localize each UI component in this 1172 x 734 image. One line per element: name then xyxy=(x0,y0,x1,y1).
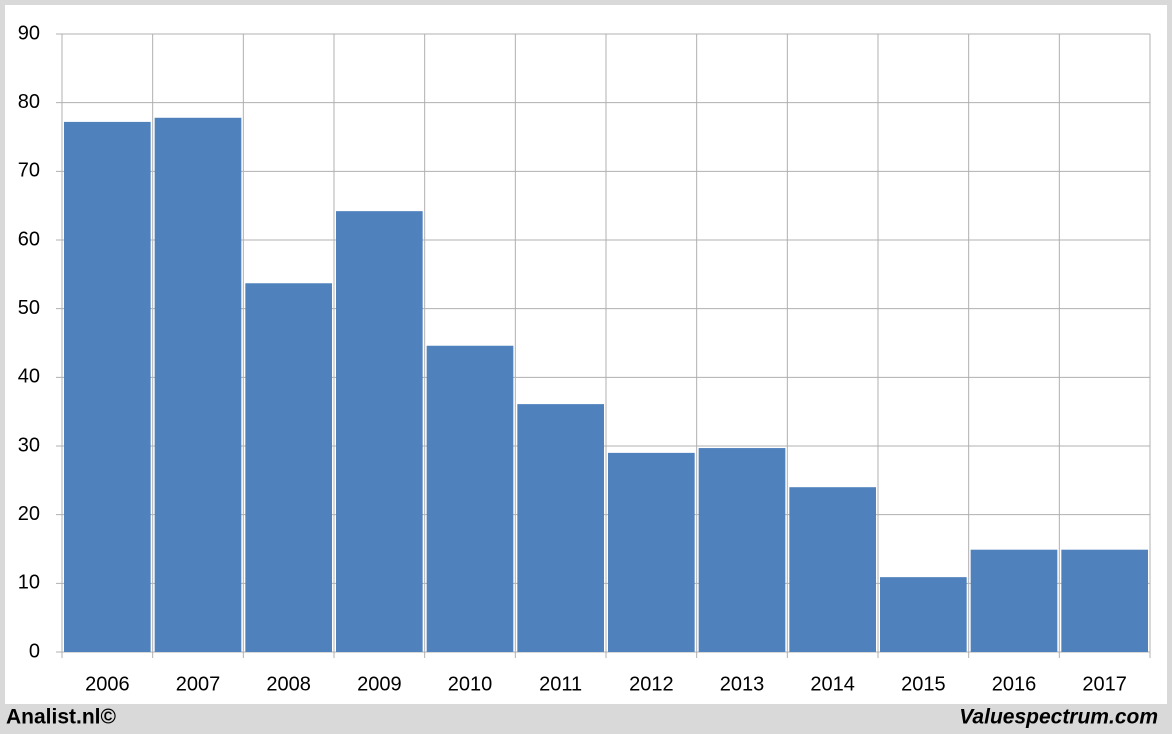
y-tick-label: 20 xyxy=(18,503,40,525)
x-tick-label: 2010 xyxy=(448,673,493,695)
bar xyxy=(245,283,332,652)
y-tick-label: 90 xyxy=(18,22,40,44)
bar xyxy=(154,117,242,653)
bar xyxy=(789,487,876,652)
footer-left: Analist.nl© xyxy=(6,706,117,729)
y-tick-label: 40 xyxy=(18,366,40,388)
y-tick-label: 80 xyxy=(18,91,40,113)
y-tick-label: 60 xyxy=(18,228,40,250)
y-tick-label: 70 xyxy=(18,160,40,182)
x-tick-label: 2009 xyxy=(357,673,402,695)
bar xyxy=(1061,549,1148,652)
y-tick-label: 0 xyxy=(29,640,40,662)
y-tick-label: 30 xyxy=(18,434,40,456)
x-tick-label: 2017 xyxy=(1082,673,1127,695)
footer-right: Valuespectrum.com xyxy=(959,706,1158,729)
x-tick-label: 2007 xyxy=(176,673,221,695)
y-tick-label: 10 xyxy=(18,572,40,594)
x-tick-label: 2015 xyxy=(901,673,946,695)
x-tick-label: 2006 xyxy=(85,673,130,695)
bar xyxy=(698,448,786,652)
bar xyxy=(336,211,423,652)
bar xyxy=(970,549,1058,652)
y-tick-label: 50 xyxy=(18,297,40,319)
bar xyxy=(426,345,514,652)
x-tick-label: 2012 xyxy=(629,673,674,695)
x-tick-label: 2013 xyxy=(720,673,765,695)
x-tick-label: 2008 xyxy=(266,673,311,695)
x-tick-label: 2011 xyxy=(539,673,582,695)
x-tick-label: 2014 xyxy=(810,673,855,695)
bar xyxy=(64,121,151,653)
bar xyxy=(608,452,695,652)
bar xyxy=(880,577,967,652)
x-tick-label: 2016 xyxy=(992,673,1037,695)
bar xyxy=(517,404,604,652)
